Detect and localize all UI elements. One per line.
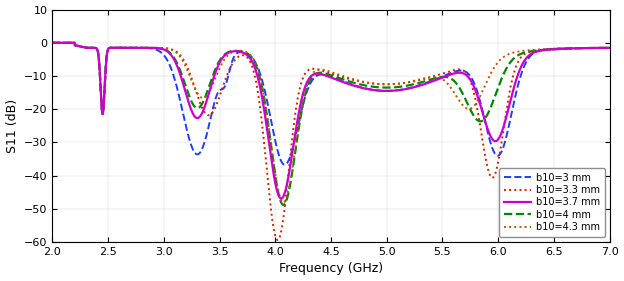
b10=3 mm <box>507 116 514 120</box>
b10=3.3 mm <box>606 46 613 49</box>
b10=3.7 mm <box>383 89 391 93</box>
b10=4 mm <box>411 82 419 86</box>
b10=4 mm <box>606 46 613 49</box>
b10=4.3 mm <box>411 79 419 82</box>
b10=3.7 mm <box>606 46 613 49</box>
b10=3.3 mm <box>507 85 514 88</box>
b10=4 mm <box>280 203 287 207</box>
b10=3.7 mm <box>464 75 472 79</box>
b10=3.7 mm <box>507 98 514 102</box>
Line: b10=4 mm: b10=4 mm <box>52 43 610 205</box>
b10=3.3 mm <box>464 74 472 78</box>
b10=4.3 mm <box>49 41 56 44</box>
Line: b10=4.3 mm: b10=4.3 mm <box>52 43 610 203</box>
b10=3.3 mm <box>411 80 419 83</box>
b10=3.7 mm <box>49 41 56 44</box>
b10=4 mm <box>261 104 269 107</box>
b10=4.3 mm <box>261 102 269 106</box>
b10=3 mm <box>150 47 157 51</box>
b10=4 mm <box>507 60 514 64</box>
Legend: b10=3 mm, b10=3.3 mm, b10=3.7 mm, b10=4 mm, b10=4.3 mm: b10=3 mm, b10=3.3 mm, b10=3.7 mm, b10=4 … <box>499 168 605 237</box>
b10=3.7 mm <box>411 85 419 89</box>
b10=4.3 mm <box>383 83 391 86</box>
b10=3 mm <box>49 41 56 44</box>
b10=4 mm <box>49 41 56 44</box>
b10=3 mm <box>281 163 288 166</box>
b10=4.3 mm <box>280 201 287 204</box>
b10=3.3 mm <box>274 238 281 242</box>
b10=4.3 mm <box>150 46 157 49</box>
b10=4.3 mm <box>507 52 514 55</box>
b10=3 mm <box>261 91 269 95</box>
b10=3.7 mm <box>261 116 269 119</box>
b10=3 mm <box>383 89 391 93</box>
b10=3 mm <box>464 72 472 75</box>
b10=4 mm <box>383 86 391 89</box>
Line: b10=3 mm: b10=3 mm <box>52 43 610 165</box>
X-axis label: Frequency (GHz): Frequency (GHz) <box>279 262 383 275</box>
Line: b10=3.7 mm: b10=3.7 mm <box>52 43 610 199</box>
b10=4 mm <box>464 104 472 107</box>
b10=3 mm <box>606 46 613 49</box>
b10=3.3 mm <box>150 46 157 49</box>
b10=3.3 mm <box>49 41 56 44</box>
Y-axis label: S11 (dB): S11 (dB) <box>6 99 19 153</box>
b10=3.3 mm <box>383 83 391 86</box>
Line: b10=3.3 mm: b10=3.3 mm <box>52 43 610 240</box>
b10=3 mm <box>411 85 419 88</box>
b10=3.3 mm <box>261 153 269 157</box>
b10=4.3 mm <box>464 107 472 110</box>
b10=3.7 mm <box>278 197 285 200</box>
b10=4 mm <box>150 46 157 50</box>
b10=3.7 mm <box>150 46 157 50</box>
b10=4.3 mm <box>606 46 613 49</box>
